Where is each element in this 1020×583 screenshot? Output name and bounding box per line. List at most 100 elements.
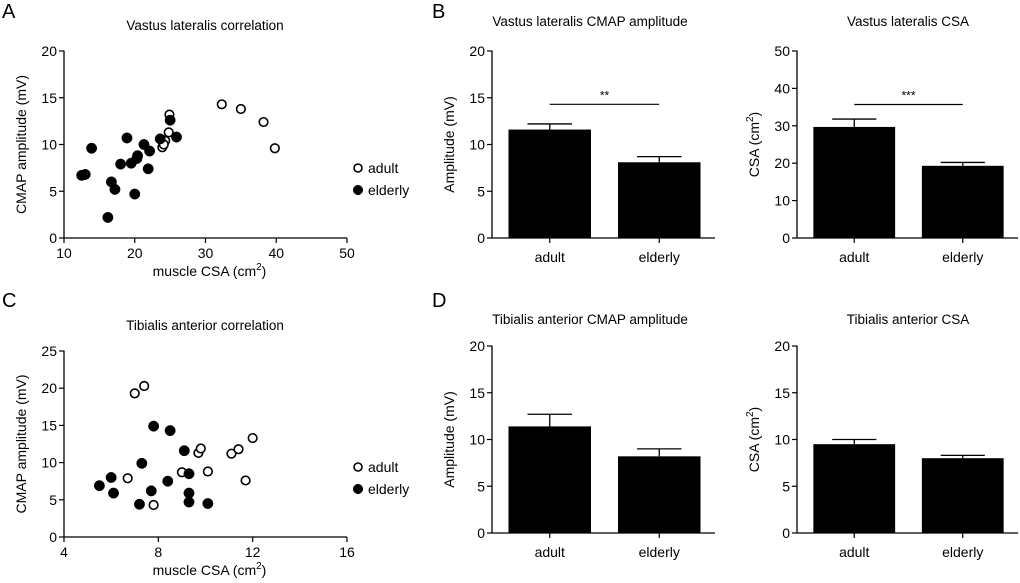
- data-point-elderly: [108, 487, 119, 499]
- chart-b1: Vastus lateralis CMAP amplitude 0 5 10 15 20 A…: [441, 14, 715, 265]
- x-axis-label-end: ): [262, 562, 267, 578]
- legend-label-elderly: elderly: [368, 481, 409, 497]
- data-point-elderly: [136, 457, 148, 469]
- chart-title: Tibialis anterior CSA: [847, 312, 970, 327]
- data-point-elderly: [154, 133, 166, 145]
- data-point-elderly: [129, 188, 141, 200]
- y-tick-label: 0: [782, 230, 790, 246]
- x-axis-label-superscript: 2: [256, 561, 262, 572]
- x-tick-label: 10: [56, 245, 72, 261]
- bar-adult: [813, 126, 896, 238]
- y-axis-label-text: CSA (cm: [746, 417, 762, 472]
- data-point-elderly: [164, 425, 176, 437]
- y-tick-label: 0: [49, 230, 57, 246]
- legend-label-elderly: elderly: [368, 182, 409, 198]
- data-point-elderly: [202, 498, 214, 509]
- chart-title: Tibialis anterior CMAP amplitude: [492, 312, 688, 327]
- data-point-adult: [216, 99, 227, 110]
- data-point-adult: [148, 499, 159, 511]
- data-point-adult: [122, 473, 133, 484]
- y-tick-label: 10: [41, 137, 57, 153]
- data-point-elderly: [145, 485, 157, 497]
- x-axis-label: muscle CSA (cm2): [153, 262, 267, 279]
- legend-marker-adult: [353, 462, 363, 472]
- x-axis-label-text: muscle CSA (cm: [153, 562, 256, 578]
- data-point-elderly: [183, 496, 195, 508]
- legend-label-adult: adult: [368, 160, 398, 176]
- chart-title: Tibialis anterior correlation: [126, 318, 284, 333]
- data-point-adult: [129, 388, 140, 399]
- y-tick-label: 0: [477, 230, 485, 246]
- y-tick-label: 5: [477, 478, 485, 494]
- chart-title: Vastus lateralis CSA: [847, 14, 969, 29]
- data-point-elderly: [148, 420, 160, 432]
- y-axis-label-end: ): [746, 407, 762, 412]
- y-tick-label: 5: [49, 492, 57, 508]
- significance-label: ***: [901, 88, 915, 102]
- chart-c: Tibialis anterior correlation 0 5 10 15 20 25 C…: [13, 318, 409, 578]
- data-point-elderly: [115, 158, 127, 170]
- data-point-elderly: [171, 131, 182, 143]
- data-point-adult: [247, 432, 258, 444]
- data-point-adult: [235, 103, 246, 115]
- y-tick-label: 30: [774, 118, 790, 134]
- y-tick-label: 15: [469, 90, 485, 106]
- y-axis-label: CMAP amplitude (mV): [13, 374, 29, 513]
- y-tick-label: 5: [49, 183, 57, 199]
- bar-adult: [508, 129, 592, 238]
- chart-title: Vastus lateralis correlation: [126, 18, 283, 33]
- x-axis-label-superscript: 2: [256, 262, 262, 273]
- legend-marker-elderly: [352, 483, 364, 495]
- x-tick-label-elderly: elderly: [942, 544, 983, 560]
- data-point-elderly: [132, 150, 144, 162]
- data-point-adult: [139, 380, 150, 392]
- data-point-elderly: [102, 211, 114, 223]
- series-elderly: [76, 114, 182, 223]
- data-point-adult: [163, 127, 174, 138]
- bar-elderly: [617, 162, 701, 238]
- y-axis-label: CSA (cm2): [745, 112, 762, 177]
- x-tick-label: 12: [245, 544, 261, 560]
- y-tick-label: 20: [774, 155, 790, 171]
- y-tick-label: 0: [49, 529, 57, 545]
- chart-a: Vastus lateralis correlation 0 5 10 15 20 CMAP…: [13, 18, 409, 279]
- x-tick-label: 16: [339, 544, 355, 560]
- data-point-adult: [202, 466, 213, 477]
- y-tick-label: 10: [41, 455, 57, 471]
- y-tick-label: 10: [469, 137, 485, 153]
- data-point-elderly: [86, 142, 98, 154]
- x-tick-label: 4: [60, 544, 68, 560]
- y-axis-label-text: CMAP amplitude (mV): [13, 374, 29, 513]
- data-point-elderly: [142, 163, 154, 175]
- x-tick-label: 40: [268, 245, 284, 261]
- data-point-elderly: [121, 132, 133, 144]
- y-axis-label-text: Amplitude (mV): [441, 96, 457, 192]
- data-point-elderly: [178, 445, 190, 457]
- y-axis-label-superscript: 2: [745, 411, 756, 417]
- y-tick-label: 20: [41, 380, 57, 396]
- y-tick-label: 20: [469, 43, 485, 59]
- data-point-elderly: [134, 498, 145, 510]
- x-tick-label-adult: adult: [535, 544, 565, 560]
- panel-letter-b: B: [432, 1, 445, 23]
- y-tick-label: 25: [41, 343, 57, 359]
- legend-marker-elderly: [352, 184, 364, 196]
- bar-adult: [508, 426, 592, 533]
- x-axis-label: muscle CSA (cm2): [153, 561, 267, 578]
- x-tick-label-elderly: elderly: [942, 249, 983, 265]
- chart-b2: Vastus lateralis CSA 0 10 20 30 40 50 CSA (cm2)…: [745, 14, 1018, 265]
- bar-elderly: [921, 458, 1004, 533]
- data-point-elderly: [109, 183, 121, 195]
- y-tick-label: 15: [41, 90, 57, 106]
- x-tick-label: 30: [198, 245, 214, 261]
- data-point-elderly: [144, 145, 156, 157]
- data-point-adult: [240, 475, 251, 486]
- y-axis-label-superscript: 2: [745, 116, 756, 122]
- y-axis-label-text: Amplitude (mV): [441, 391, 457, 487]
- y-tick-label: 0: [782, 525, 790, 541]
- data-point-adult: [226, 448, 237, 459]
- data-point-elderly: [162, 475, 174, 487]
- series-adult: [157, 99, 280, 154]
- y-tick-label: 50: [774, 43, 790, 59]
